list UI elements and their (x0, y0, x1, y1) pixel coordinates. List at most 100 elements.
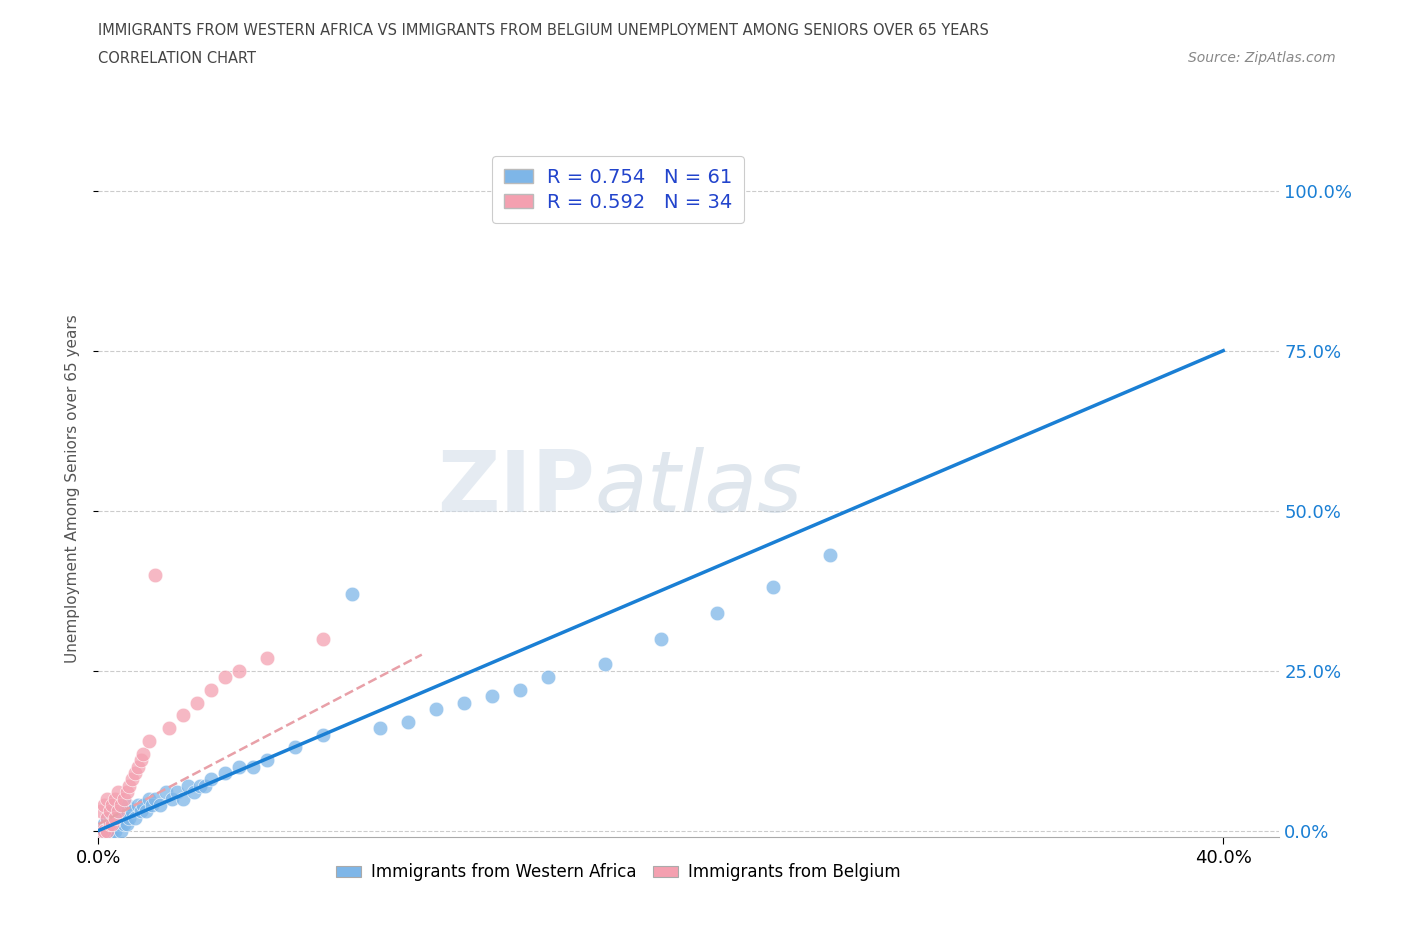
Point (453, 696, 475, 711)
Point (155, 785, 177, 800)
Point (121, 804, 143, 818)
Point (200, 683, 222, 698)
Point (118, 778, 141, 793)
Point (107, 785, 129, 800)
Point (481, 689, 503, 704)
Point (104, 823, 127, 838)
Point (101, 817, 124, 831)
Point (650, 631, 672, 646)
Point (96, 810, 118, 825)
Point (172, 708, 194, 723)
Point (256, 752, 278, 767)
Point (110, 823, 132, 838)
Point (160, 791, 183, 806)
Text: Source: ZipAtlas.com: Source: ZipAtlas.com (1188, 51, 1336, 65)
Point (149, 798, 172, 813)
Point (110, 798, 132, 813)
Point (101, 798, 124, 813)
Point (118, 810, 141, 825)
Point (214, 670, 236, 684)
Point (141, 798, 163, 813)
Point (101, 817, 124, 831)
Point (124, 810, 146, 825)
Point (143, 791, 166, 806)
Point (129, 752, 152, 767)
Point (90, 804, 112, 818)
Point (112, 791, 135, 806)
Point (143, 567, 166, 582)
Point (127, 798, 149, 813)
Point (127, 759, 149, 774)
Point (138, 791, 160, 806)
Point (93, 823, 115, 838)
Point (762, 580, 785, 595)
Point (107, 817, 129, 831)
Point (183, 785, 205, 800)
Point (138, 734, 160, 749)
Point (121, 772, 143, 787)
Point (706, 605, 728, 620)
Point (172, 791, 194, 806)
Point (368, 721, 391, 736)
Point (107, 804, 129, 818)
Point (242, 759, 264, 774)
Point (194, 778, 217, 793)
Point (312, 727, 335, 742)
Point (104, 791, 127, 806)
Text: ZIP: ZIP (437, 446, 595, 530)
Point (93, 823, 115, 838)
Point (96, 823, 118, 838)
Point (107, 804, 129, 818)
Point (115, 785, 138, 800)
Legend: Immigrants from Western Africa, Immigrants from Belgium: Immigrants from Western Africa, Immigran… (329, 857, 907, 888)
Point (96, 817, 118, 831)
Point (90, 823, 112, 838)
Text: atlas: atlas (595, 446, 803, 530)
Point (312, 631, 335, 646)
Point (537, 670, 560, 684)
Point (93, 817, 115, 831)
Point (177, 778, 200, 793)
Point (96, 823, 118, 838)
Point (98, 817, 121, 831)
Point (166, 785, 188, 800)
Point (284, 740, 307, 755)
Point (186, 696, 208, 711)
Point (104, 810, 127, 825)
Point (256, 650, 278, 665)
Point (101, 823, 124, 838)
Point (132, 747, 155, 762)
Point (706, 183, 728, 198)
Point (112, 804, 135, 818)
Point (98, 823, 121, 838)
Point (96, 810, 118, 825)
Point (90, 823, 112, 838)
Point (214, 765, 236, 780)
Point (157, 721, 180, 736)
Text: CORRELATION CHART: CORRELATION CHART (98, 51, 256, 66)
Point (112, 817, 135, 831)
Point (98, 817, 121, 831)
Point (104, 810, 127, 825)
Text: IMMIGRANTS FROM WESTERN AFRICA VS IMMIGRANTS FROM BELGIUM UNEMPLOYMENT AMONG SEN: IMMIGRANTS FROM WESTERN AFRICA VS IMMIGR… (98, 23, 990, 38)
Point (93, 798, 115, 813)
Point (115, 817, 138, 831)
Point (188, 778, 211, 793)
Point (135, 804, 157, 818)
Point (396, 714, 419, 729)
Point (593, 657, 616, 671)
Point (509, 683, 531, 698)
Point (98, 810, 121, 825)
Point (124, 765, 146, 780)
Point (98, 804, 121, 818)
Point (818, 548, 841, 563)
Point (228, 759, 250, 774)
Point (132, 798, 155, 813)
Point (129, 804, 152, 818)
Point (101, 804, 124, 818)
Point (425, 701, 447, 716)
Point (110, 810, 132, 825)
Y-axis label: Unemployment Among Seniors over 65 years: Unemployment Among Seniors over 65 years (65, 314, 80, 662)
Point (96, 791, 118, 806)
Point (228, 663, 250, 678)
